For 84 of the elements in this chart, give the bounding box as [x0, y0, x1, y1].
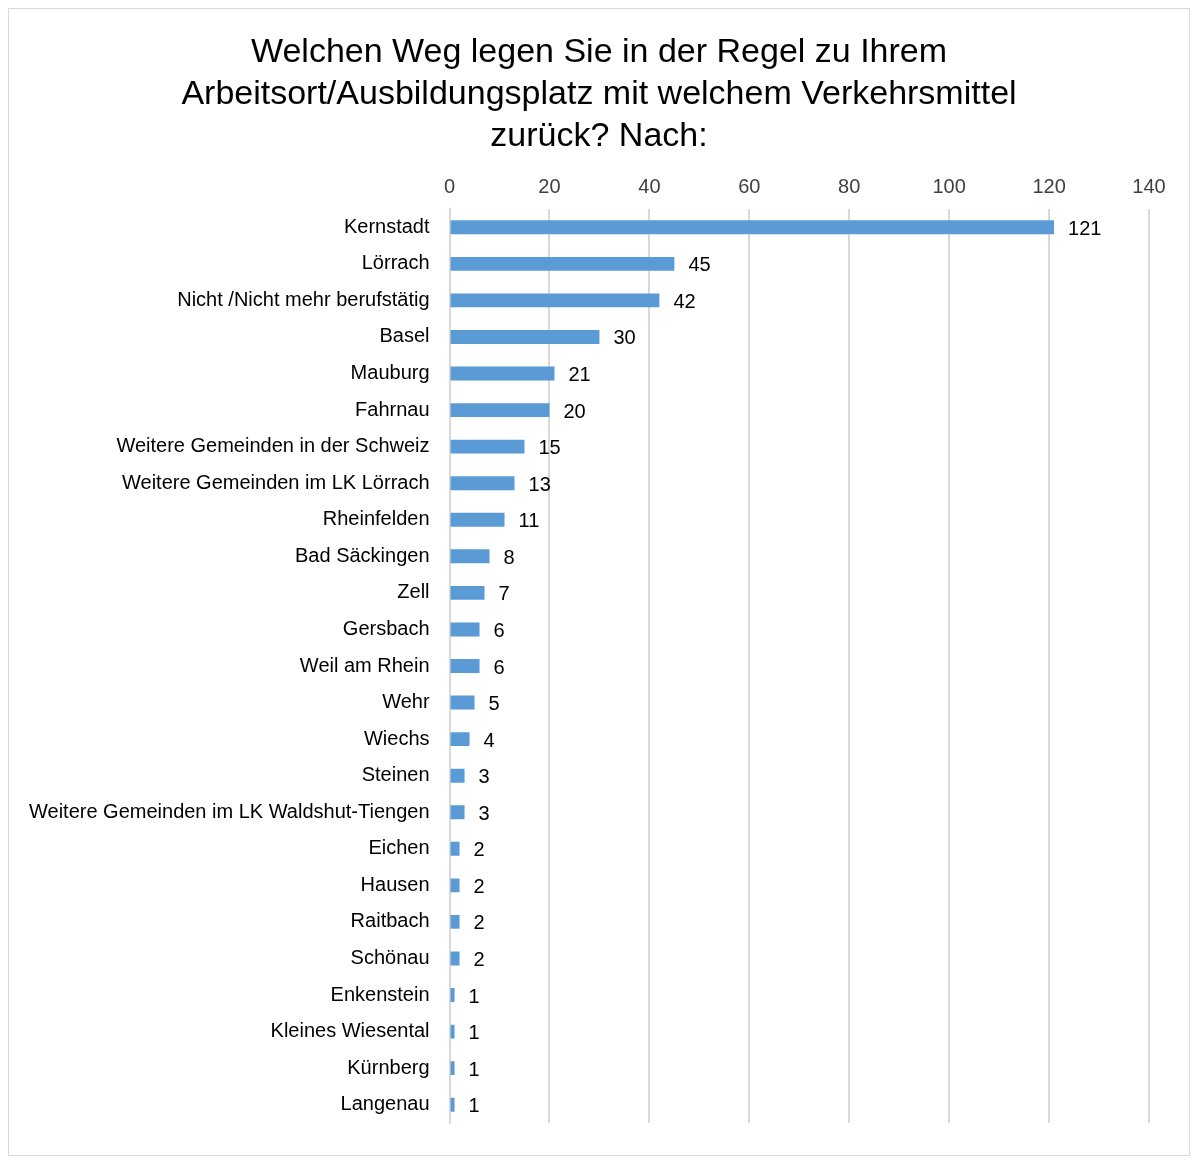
y-tick-label: Weil am Rhein — [299, 653, 430, 676]
data-label: 121 — [1068, 216, 1102, 239]
y-tick-label: Rheinfelden — [322, 507, 430, 530]
bar — [450, 841, 460, 856]
y-tick-label: Weitere Gemeinden im LK Lörrach — [121, 470, 430, 493]
x-tick-label: 40 — [638, 174, 661, 197]
bar — [450, 330, 600, 344]
y-tick-label: Zell — [397, 580, 430, 603]
data-label: 30 — [613, 326, 636, 349]
bar — [450, 512, 505, 527]
y-tick-label: Wehr — [382, 690, 430, 713]
y-tick-label: Lörrach — [361, 251, 430, 274]
y-tick-label: Wiechs — [363, 726, 430, 749]
x-tick-label: 60 — [738, 174, 761, 197]
data-label: 1 — [468, 1021, 480, 1044]
data-label: 13 — [528, 472, 551, 495]
data-label: 7 — [498, 582, 510, 605]
data-label: 2 — [473, 838, 485, 861]
data-label: 42 — [673, 289, 696, 312]
x-tick-label: 140 — [1132, 174, 1166, 197]
y-tick-label: Kernstadt — [343, 214, 430, 237]
bar — [450, 878, 460, 893]
y-tick-label: Fahrnau — [355, 397, 430, 420]
bar — [450, 1061, 455, 1076]
data-label: 4 — [483, 728, 495, 751]
bar — [450, 695, 475, 710]
data-label: 45 — [688, 253, 711, 276]
bar — [450, 1097, 455, 1112]
y-tick-label: Kürnberg — [347, 1055, 430, 1078]
chart-title: Welchen Weg legen Sie in der Regel zu Ihrem Arbeitsort/Ausbildungsplatz mit welchem Verkehrsmittel zurück? Nach: — [180, 30, 1018, 155]
x-tick-label: 20 — [538, 174, 561, 197]
y-tick-label: Mauburg — [350, 361, 430, 384]
y-tick-label: Gersbach — [342, 616, 430, 639]
bar — [450, 951, 460, 966]
bar — [450, 988, 455, 1002]
y-tick-label: Langenau — [340, 1092, 430, 1115]
bar — [450, 732, 470, 747]
bar — [450, 293, 660, 308]
y-tick-label: Weitere Gemeinden im LK Waldshut-Tiengen — [28, 799, 430, 822]
data-label: 2 — [473, 911, 485, 934]
bar — [450, 366, 555, 381]
data-label: 1 — [468, 984, 480, 1007]
data-label: 1 — [468, 1057, 480, 1080]
y-tick-label: Raitbach — [350, 909, 430, 932]
x-tick-label: 0 — [443, 174, 456, 197]
data-label: 21 — [568, 363, 591, 386]
data-label: 2 — [473, 874, 485, 897]
data-label: 1 — [468, 1094, 480, 1117]
bar — [450, 1024, 455, 1039]
data-label: 15 — [538, 436, 561, 459]
data-label: 8 — [503, 545, 515, 568]
bar — [450, 220, 1055, 235]
x-tick-label: 100 — [932, 174, 966, 197]
y-tick-label: Hausen — [360, 872, 430, 895]
data-label: 5 — [488, 692, 500, 715]
y-tick-label: Bad Säckingen — [295, 543, 430, 566]
data-label: 3 — [478, 765, 490, 788]
bar — [450, 768, 465, 783]
bar — [450, 403, 550, 418]
data-label: 6 — [493, 655, 505, 678]
data-label: 11 — [518, 509, 540, 532]
bar — [450, 439, 525, 454]
y-tick-label: Weitere Gemeinden in der Schweiz — [116, 434, 430, 457]
y-tick-label: Schönau — [350, 946, 430, 968]
x-tick-label: 80 — [838, 174, 861, 197]
x-tick-label: 120 — [1032, 174, 1066, 197]
y-tick-label: Eichen — [368, 836, 430, 859]
y-tick-label: Steinen — [361, 763, 430, 786]
bar — [450, 585, 485, 600]
bar — [450, 549, 490, 564]
data-label: 3 — [478, 801, 490, 824]
bar — [450, 914, 460, 929]
y-tick-label: Basel — [379, 324, 430, 347]
bar — [450, 256, 675, 271]
data-label: 2 — [473, 948, 485, 970]
data-label: 6 — [493, 618, 505, 641]
y-tick-label: Nicht /Nicht mehr berufstätig — [177, 287, 430, 310]
data-label: 20 — [563, 399, 586, 422]
bar — [450, 659, 480, 673]
y-tick-label: Kleines Wiesental — [270, 1019, 430, 1042]
bar — [450, 622, 480, 637]
bar — [450, 476, 515, 491]
y-tick-label: Enkenstein — [330, 982, 430, 1005]
bar — [450, 805, 465, 820]
